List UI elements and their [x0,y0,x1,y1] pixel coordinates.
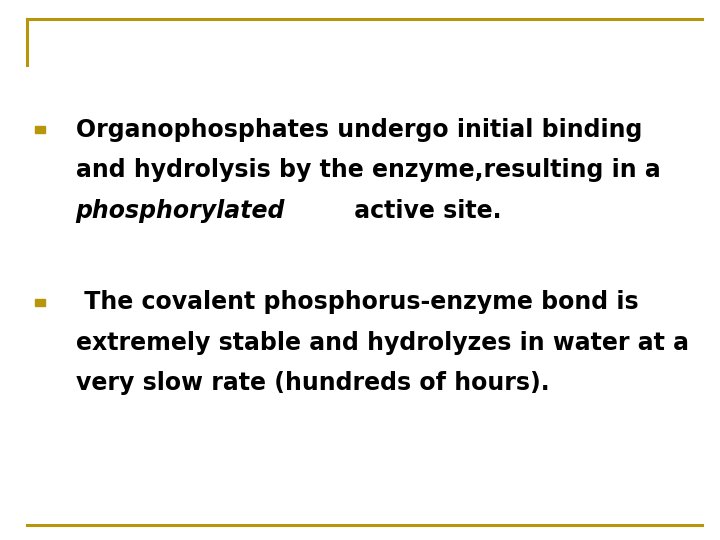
Text: and hydrolysis by the enzyme,resulting in a: and hydrolysis by the enzyme,resulting i… [76,158,660,182]
Text: The covalent phosphorus-enzyme bond is: The covalent phosphorus-enzyme bond is [76,291,638,314]
Text: active site.: active site. [346,199,501,222]
Text: Organophosphates undergo initial binding: Organophosphates undergo initial binding [76,118,642,141]
Bar [35,299,45,306]
Text: phosphorylated: phosphorylated [76,199,285,222]
Bar [35,126,45,133]
Text: extremely stable and hydrolyzes in water at a: extremely stable and hydrolyzes in water… [76,331,688,355]
Text: very slow rate (hundreds of hours).: very slow rate (hundreds of hours). [76,372,549,395]
